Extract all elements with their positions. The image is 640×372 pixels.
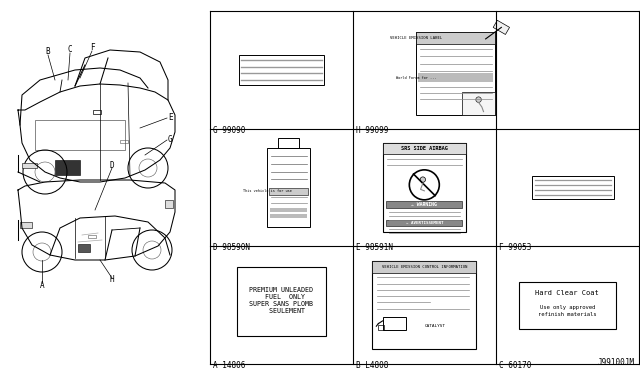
Text: A: A (40, 280, 44, 289)
Bar (120, 140, 128, 143)
Circle shape (420, 177, 426, 182)
Bar (269, 214, 307, 218)
Bar (372, 261, 477, 273)
Text: G 99090: G 99090 (213, 126, 245, 135)
Bar (22, 163, 37, 168)
Text: World Forum for ...: World Forum for ... (396, 76, 436, 80)
Bar (462, 92, 495, 115)
Text: J99100JM: J99100JM (598, 358, 635, 367)
Text: B: B (45, 48, 51, 57)
Bar (383, 144, 466, 231)
Bar (78, 244, 90, 252)
Text: H: H (109, 276, 115, 285)
Bar (493, 20, 509, 35)
Bar (35, 120, 125, 150)
Text: Use only approved
refinish materials: Use only approved refinish materials (538, 305, 596, 317)
Text: VEHICLE EMISSION CONTROL INFORMATION: VEHICLE EMISSION CONTROL INFORMATION (381, 265, 467, 269)
Text: G: G (168, 135, 173, 144)
Text: F 99053: F 99053 (499, 243, 531, 252)
Bar (418, 73, 493, 82)
Bar (386, 220, 463, 226)
Text: A 14806: A 14806 (213, 361, 245, 370)
Bar (386, 201, 463, 208)
Text: ⚠ AVERTISSEMENT: ⚠ AVERTISSEMENT (406, 221, 443, 225)
Text: D: D (109, 160, 115, 170)
Text: SRS SIDE AIRBAG: SRS SIDE AIRBAG (401, 146, 448, 151)
Bar (518, 282, 616, 328)
Bar (88, 235, 96, 238)
Text: This vehicle is for use: This vehicle is for use (243, 189, 292, 193)
Bar (20, 222, 32, 228)
Bar (269, 208, 307, 212)
Bar (165, 200, 173, 208)
Bar (239, 55, 324, 85)
Bar (267, 148, 310, 227)
Text: C: C (68, 45, 72, 55)
Bar (383, 144, 466, 154)
Text: Hard Clear Coat: Hard Clear Coat (536, 290, 599, 296)
Bar (417, 32, 495, 44)
Text: CATALYST: CATALYST (424, 324, 445, 328)
Bar (372, 261, 477, 349)
Text: C 60170: C 60170 (499, 361, 531, 370)
Text: VEHICLE EMISSION LABEL: VEHICLE EMISSION LABEL (390, 36, 443, 40)
Text: F: F (90, 44, 94, 52)
Bar (237, 267, 326, 336)
Bar (417, 32, 495, 115)
Text: B L4808: B L4808 (356, 361, 388, 370)
Text: ⚠ WARNING: ⚠ WARNING (412, 202, 437, 207)
Circle shape (476, 97, 481, 102)
Bar (269, 188, 308, 195)
Bar (93, 110, 101, 114)
Bar (378, 326, 383, 330)
Bar (383, 317, 406, 330)
Text: PREMIUM UNLEADED
  FUEL  ONLY
SUPER SANS PLOMB
   SEULEMENT: PREMIUM UNLEADED FUEL ONLY SUPER SANS PL… (250, 287, 314, 314)
Bar (55, 160, 80, 175)
Text: H 99099: H 99099 (356, 126, 388, 135)
Bar (278, 138, 300, 148)
Bar (532, 176, 614, 199)
Text: D 98590N: D 98590N (213, 243, 250, 252)
Text: E 98591N: E 98591N (356, 243, 393, 252)
Text: E: E (168, 113, 173, 122)
